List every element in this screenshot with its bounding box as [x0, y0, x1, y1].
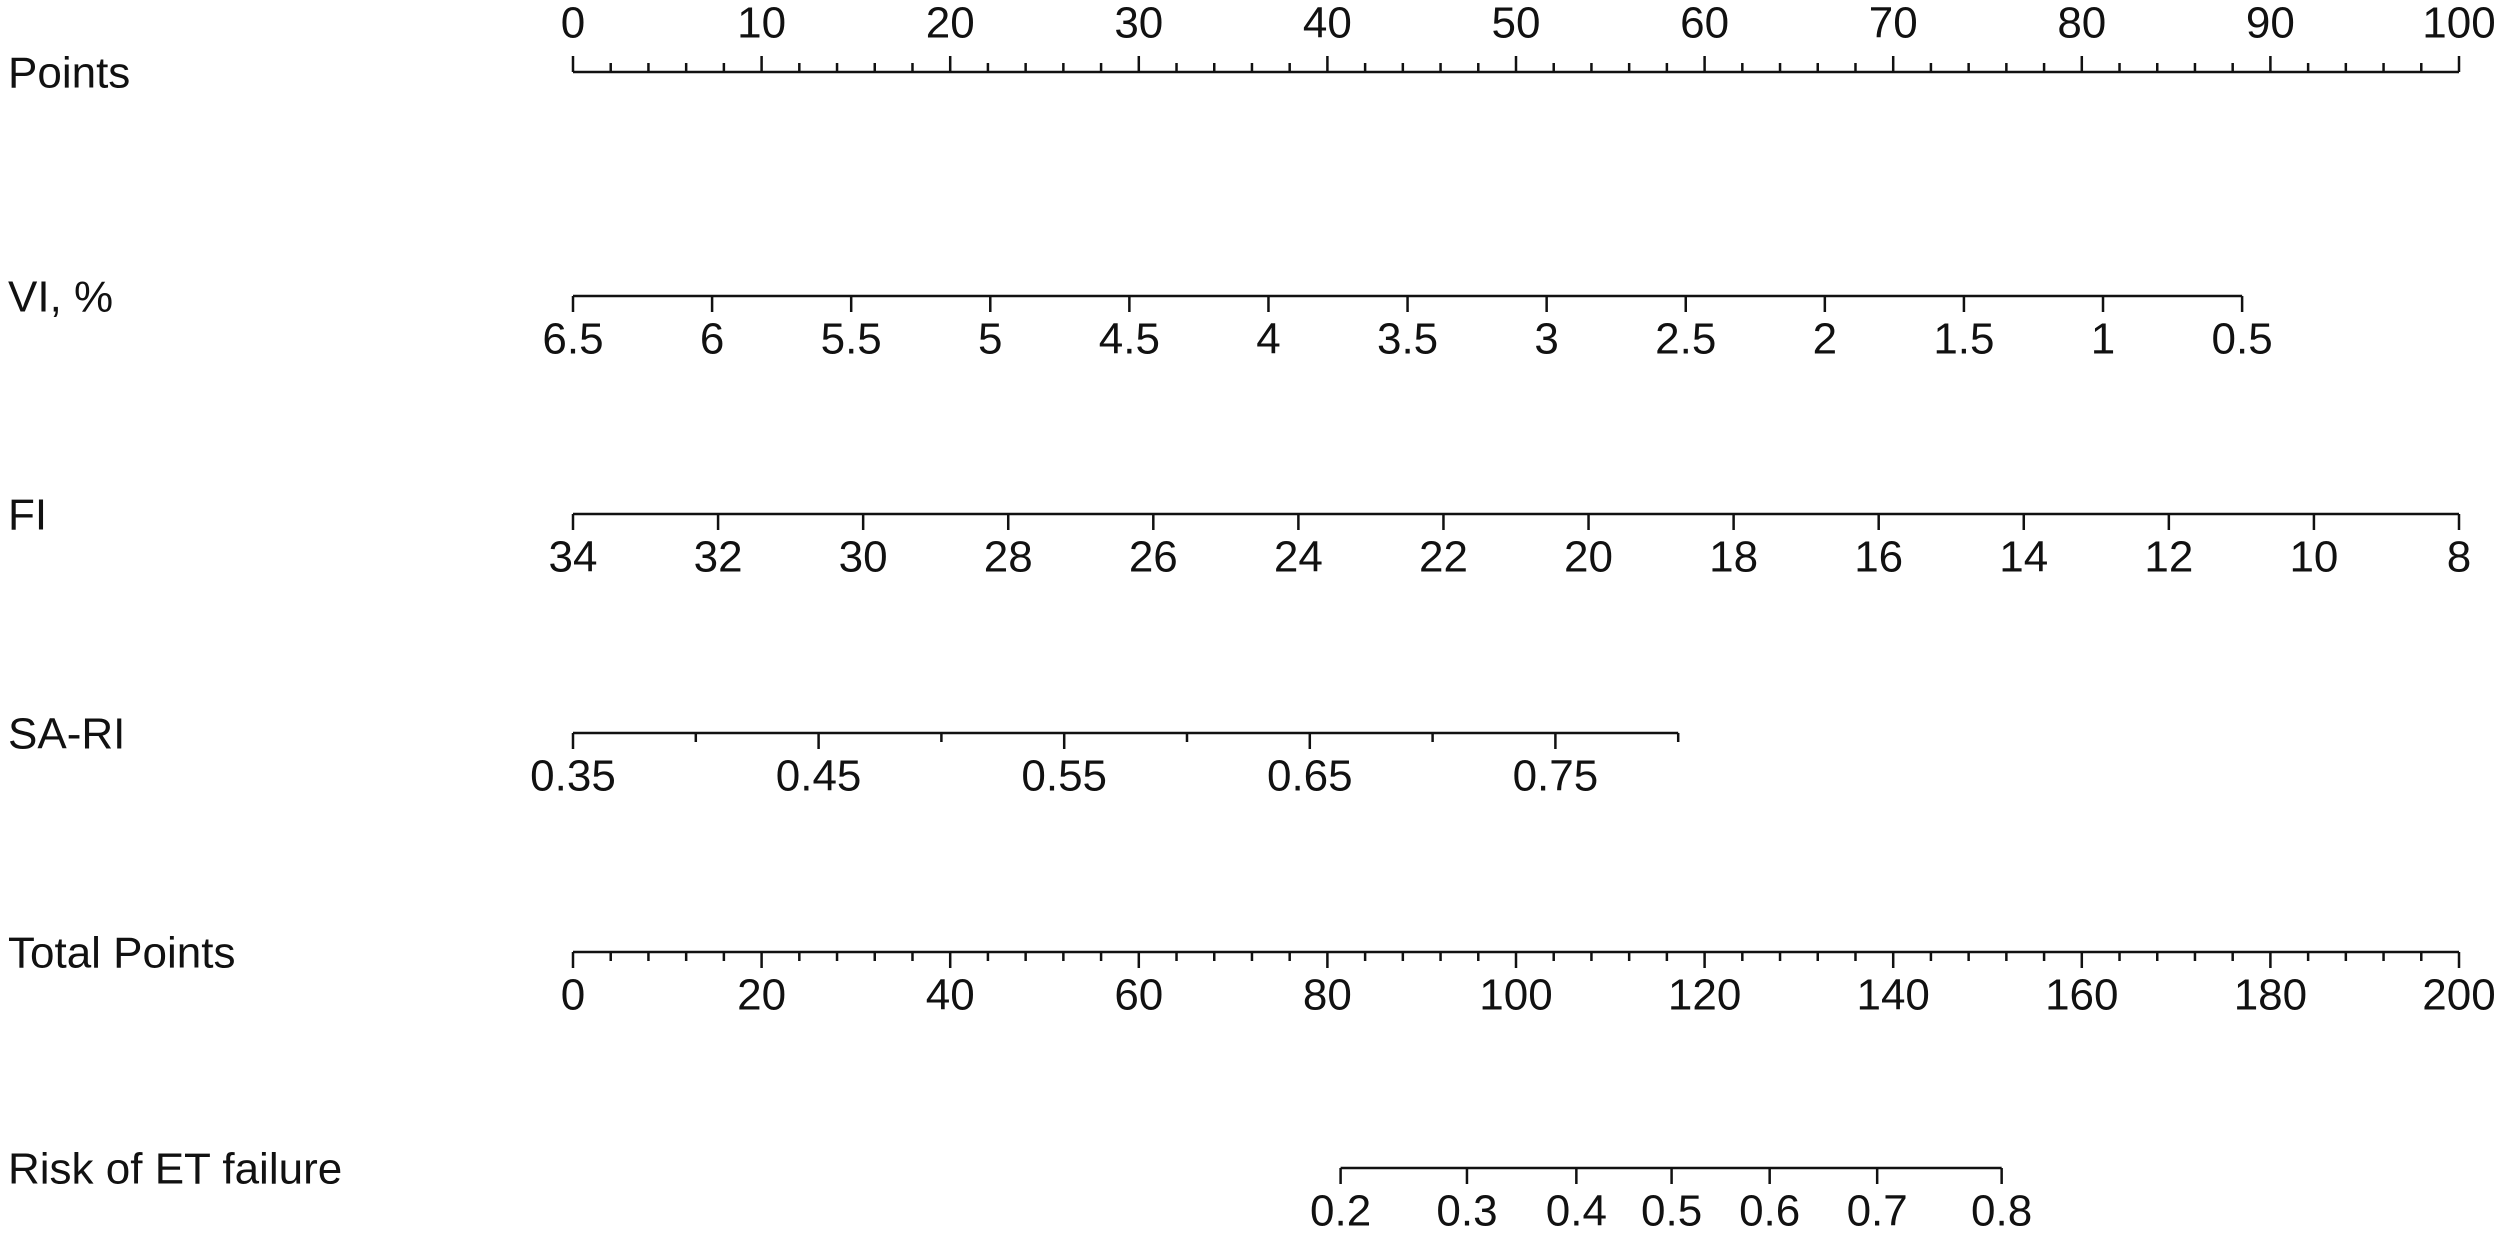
tick-label: 0.7	[1847, 1187, 1908, 1236]
tick-label: 100	[1479, 971, 1552, 1020]
tick-label: 0.4	[1546, 1187, 1607, 1236]
tick-label: 70	[1869, 0, 1918, 48]
tick-label: 32	[694, 533, 743, 582]
tick-label: 0.5	[1641, 1187, 1702, 1236]
tick-label: 10	[737, 0, 786, 48]
tick-label: 14	[1999, 533, 2048, 582]
tick-label: 0.8	[1971, 1187, 2032, 1236]
tick-label: 60	[1680, 0, 1729, 48]
tick-label: 3.5	[1377, 315, 1438, 364]
tick-label: 0.6	[1739, 1187, 1800, 1236]
tick-label: 2.5	[1655, 315, 1716, 364]
axis-label: SA-RI	[8, 710, 125, 759]
tick-label: 80	[2057, 0, 2106, 48]
tick-label: 30	[1114, 0, 1163, 48]
tick-label: 20	[737, 971, 786, 1020]
tick-label: 4.5	[1099, 315, 1160, 364]
tick-label: 6	[700, 315, 724, 364]
tick-label: 8	[2447, 533, 2471, 582]
tick-label: 24	[1274, 533, 1323, 582]
tick-label: 160	[2045, 971, 2118, 1020]
axis-label: VI, %	[8, 273, 113, 322]
tick-label: 26	[1129, 533, 1178, 582]
tick-label: 200	[2422, 971, 2495, 1020]
tick-label: 100	[2422, 0, 2495, 48]
tick-label: 1	[2091, 315, 2115, 364]
tick-label: 40	[926, 971, 975, 1020]
tick-label: 3	[1534, 315, 1558, 364]
tick-label: 50	[1492, 0, 1541, 48]
tick-label: 90	[2246, 0, 2295, 48]
tick-label: 5	[978, 315, 1002, 364]
axis-label: Total Points	[8, 929, 235, 978]
tick-label: 20	[926, 0, 975, 48]
tick-label: 16	[1854, 533, 1903, 582]
tick-label: 4	[1256, 315, 1280, 364]
tick-label: 0.65	[1267, 752, 1353, 801]
axis-label: Points	[8, 49, 130, 98]
axis-label: Risk of ET failure	[8, 1145, 342, 1194]
tick-label: 0.5	[2212, 315, 2273, 364]
tick-label: 0	[561, 971, 585, 1020]
tick-label: 0.2	[1310, 1187, 1371, 1236]
tick-label: 10	[2289, 533, 2338, 582]
tick-label: 0.75	[1513, 752, 1599, 801]
tick-label: 0	[561, 0, 585, 48]
tick-label: 34	[549, 533, 598, 582]
tick-label: 60	[1114, 971, 1163, 1020]
tick-label: 40	[1303, 0, 1352, 48]
tick-label: 1.5	[1933, 315, 1994, 364]
tick-label: 28	[984, 533, 1033, 582]
tick-label: 22	[1419, 533, 1468, 582]
tick-label: 0.55	[1021, 752, 1107, 801]
tick-label: 12	[2144, 533, 2193, 582]
tick-label: 0.45	[776, 752, 862, 801]
axis-label: FI	[8, 491, 47, 540]
tick-label: 80	[1303, 971, 1352, 1020]
tick-label: 140	[1856, 971, 1929, 1020]
tick-label: 0.35	[530, 752, 616, 801]
tick-label: 0.3	[1436, 1187, 1497, 1236]
tick-label: 30	[839, 533, 888, 582]
tick-label: 2	[1813, 315, 1837, 364]
tick-label: 6.5	[542, 315, 603, 364]
tick-label: 120	[1668, 971, 1741, 1020]
tick-label: 20	[1564, 533, 1613, 582]
tick-label: 180	[2234, 971, 2307, 1020]
tick-label: 18	[1709, 533, 1758, 582]
tick-label: 5.5	[821, 315, 882, 364]
